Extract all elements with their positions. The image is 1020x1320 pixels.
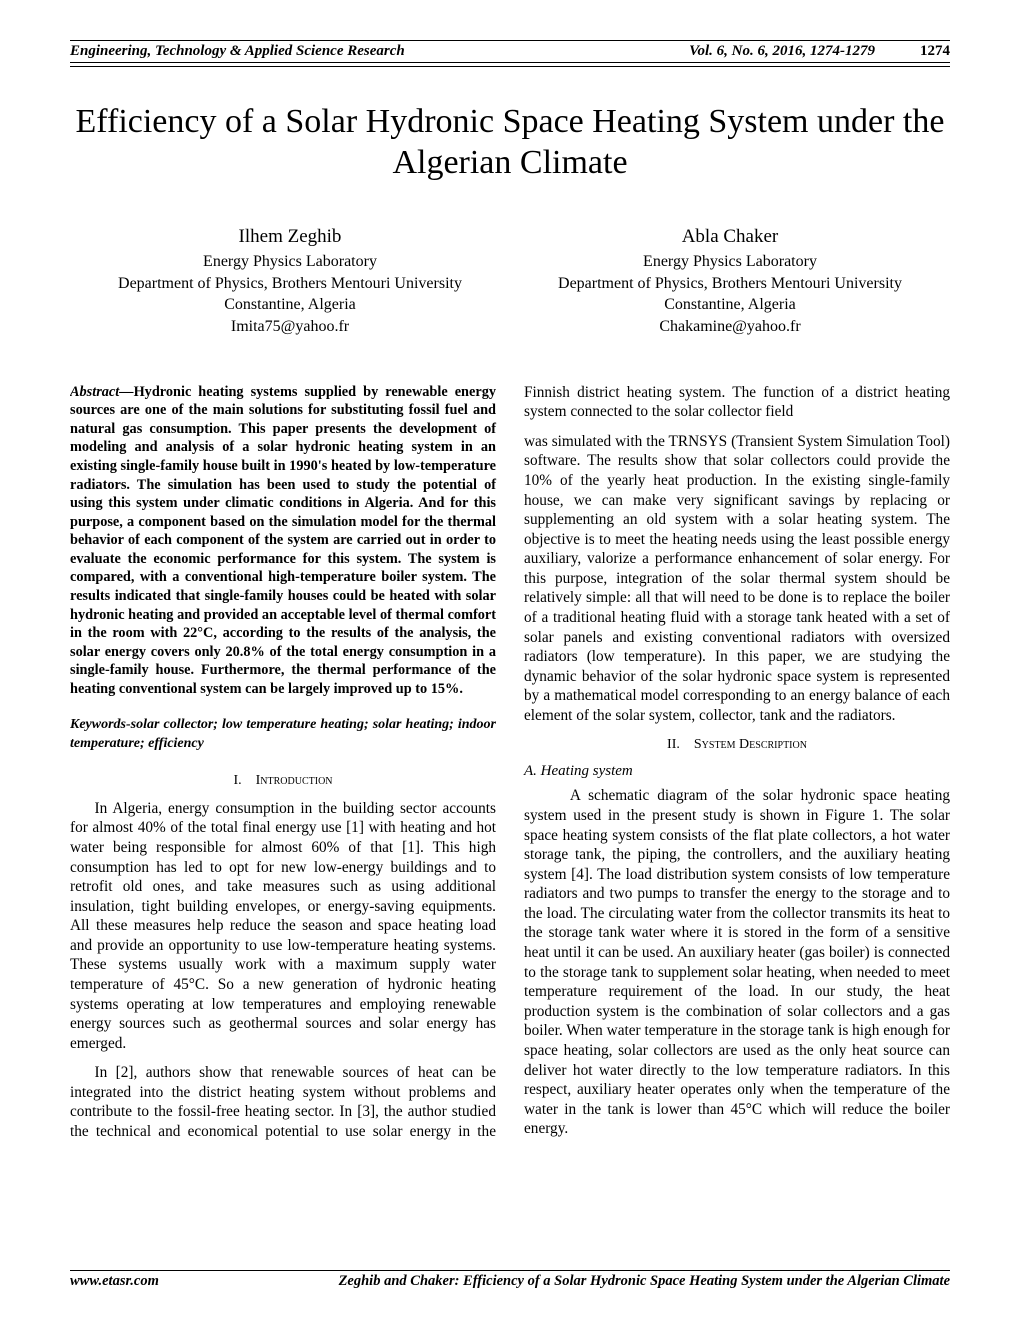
- intro-para-1: In Algeria, energy consumption in the bu…: [70, 799, 496, 1054]
- author-email: Imita75@yahoo.fr: [79, 316, 501, 338]
- author-email: Chakamine@yahoo.fr: [519, 316, 941, 338]
- author-lab: Energy Physics Laboratory: [519, 251, 941, 273]
- footer-site: www.etasr.com: [70, 1273, 159, 1290]
- footer-running-title: Zeghib and Chaker: Efficiency of a Solar…: [339, 1273, 950, 1290]
- author-dept: Department of Physics, Brothers Mentouri…: [519, 273, 941, 295]
- author-name: Ilhem Zeghib: [79, 224, 501, 250]
- author-2: Abla Chaker Energy Physics Laboratory De…: [519, 224, 941, 338]
- author-name: Abla Chaker: [519, 224, 941, 250]
- subsection-a: A. Heating system: [524, 763, 950, 780]
- section-1-heading: I. Introduction: [70, 773, 496, 789]
- page-footer: www.etasr.com Zeghib and Chaker: Efficie…: [70, 1270, 950, 1290]
- right-col-continuation: was simulated with the TRNSYS (Transient…: [524, 432, 950, 726]
- volume-info: Vol. 6, No. 6, 2016, 1274-1279: [689, 43, 875, 59]
- section-title: Introduction: [256, 773, 333, 788]
- page-header: Engineering, Technology & Applied Scienc…: [70, 40, 950, 63]
- author-city: Constantine, Algeria: [79, 294, 501, 316]
- section-2-heading: II. System Description: [524, 737, 950, 753]
- header-rule: [70, 66, 950, 67]
- section-number: II.: [667, 737, 680, 752]
- abstract-label: Abstract—: [70, 384, 134, 400]
- keywords: Keywords-solar collector; low temperatur…: [70, 716, 496, 752]
- authors-block: Ilhem Zeghib Energy Physics Laboratory D…: [70, 224, 950, 338]
- abstract: Abstract—Hydronic heating systems suppli…: [70, 383, 496, 699]
- footer-rule: [70, 1270, 950, 1271]
- two-column-body: Abstract—Hydronic heating systems suppli…: [70, 383, 950, 1146]
- paper-title: Efficiency of a Solar Hydronic Space Hea…: [70, 102, 950, 184]
- abstract-text: Hydronic heating systems supplied by ren…: [70, 384, 496, 697]
- heating-para: A schematic diagram of the solar hydroni…: [524, 786, 950, 1138]
- author-lab: Energy Physics Laboratory: [79, 251, 501, 273]
- journal-name: Engineering, Technology & Applied Scienc…: [70, 43, 405, 60]
- author-dept: Department of Physics, Brothers Mentouri…: [79, 273, 501, 295]
- section-number: I.: [233, 773, 241, 788]
- author-1: Ilhem Zeghib Energy Physics Laboratory D…: [79, 224, 501, 338]
- author-city: Constantine, Algeria: [519, 294, 941, 316]
- page-number: 1274: [920, 43, 950, 59]
- section-title: System Description: [694, 737, 807, 752]
